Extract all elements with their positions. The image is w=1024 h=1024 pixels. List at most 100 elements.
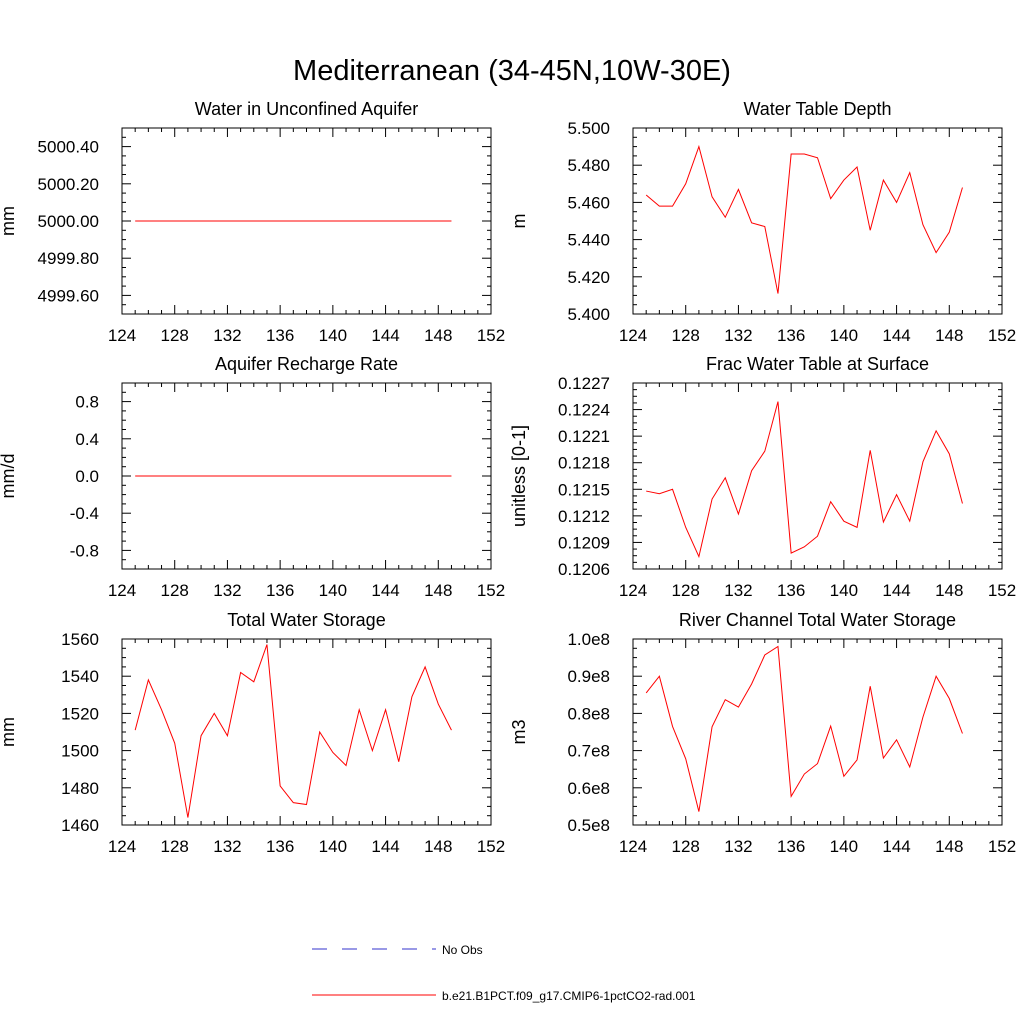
x-tick-label: 124 [619, 581, 647, 600]
y-tick-label: 0.8 [75, 393, 99, 412]
x-tick-label: 136 [777, 837, 805, 856]
x-tick-label: 124 [619, 837, 647, 856]
x-tick-label: 124 [108, 837, 136, 856]
plot-frame [632, 127, 1003, 315]
x-tick-label: 132 [213, 581, 241, 600]
y-tick-label: 5000.00 [38, 212, 99, 231]
x-tick-label: 144 [882, 581, 910, 600]
chart-panel-5: Total Water Storage 124 128 132 136 140 144 148… [0, 610, 505, 856]
y-tick-label: 0.5e8 [567, 816, 610, 835]
x-tick-label: 152 [477, 326, 505, 345]
x-tick-label: 152 [477, 837, 505, 856]
x-tick-label: 128 [161, 581, 189, 600]
x-tick-label: 148 [424, 581, 452, 600]
y-axis-label: mm [0, 206, 18, 236]
x-tick-label: 124 [619, 326, 647, 345]
x-tick-label: 132 [724, 837, 752, 856]
chart-panel-6: River Channel Total Water Storage 124 128 1… [509, 610, 1016, 856]
y-tick-label: 5.500 [567, 119, 610, 138]
x-tick-label: 136 [777, 581, 805, 600]
y-tick-label: 0.1215 [558, 480, 610, 499]
panels-group: Water in Unconfined Aquifer 124 128 132 136 1… [0, 99, 1016, 856]
x-tick-label: 140 [830, 581, 858, 600]
plot-frame [632, 382, 1003, 570]
y-tick-label: 0.7e8 [567, 742, 610, 761]
y-tick-label: 4999.60 [38, 286, 99, 305]
y-axis-label: m [509, 214, 529, 229]
y-tick-label: 0.9e8 [567, 667, 610, 686]
y-tick-label: 1460 [61, 816, 99, 835]
panel-title: Aquifer Recharge Rate [215, 354, 398, 374]
x-tick-label: 148 [935, 837, 963, 856]
panel-title: Water Table Depth [743, 99, 891, 119]
y-tick-label: 0.1218 [558, 454, 610, 473]
x-tick-label: 128 [672, 837, 700, 856]
x-tick-label: 136 [266, 837, 294, 856]
y-tick-label: 0.8e8 [567, 704, 610, 723]
y-tick-label: -0.8 [70, 541, 99, 560]
x-tick-label: 128 [161, 326, 189, 345]
y-axis-label: m3 [509, 719, 529, 744]
x-tick-label: 152 [988, 581, 1016, 600]
y-tick-label: 0.1209 [558, 533, 610, 552]
y-tick-label: 1480 [61, 779, 99, 798]
y-tick-label: 5.420 [567, 268, 610, 287]
x-tick-label: 136 [777, 326, 805, 345]
x-tick-label: 144 [371, 326, 399, 345]
panel-title: Total Water Storage [227, 610, 385, 630]
x-tick-label: 144 [882, 837, 910, 856]
x-tick-label: 136 [266, 326, 294, 345]
legend-label-model: b.e21.B1PCT.f09_g17.CMIP6-1pctCO2-rad.00… [442, 989, 696, 1003]
x-tick-label: 132 [213, 837, 241, 856]
y-axis-label: mm [0, 717, 18, 747]
y-tick-label: 0.1224 [558, 401, 610, 420]
x-tick-label: 124 [108, 581, 136, 600]
panel-title: River Channel Total Water Storage [679, 610, 956, 630]
x-tick-label: 144 [371, 837, 399, 856]
x-tick-label: 140 [830, 326, 858, 345]
y-tick-label: 0.1206 [558, 560, 610, 579]
y-tick-label: 5.480 [567, 156, 610, 175]
y-tick-label: 0.6e8 [567, 779, 610, 798]
x-tick-label: 140 [319, 581, 347, 600]
figure-title: Mediterranean (34-45N,10W-30E) [293, 55, 731, 87]
y-tick-label: -0.4 [70, 504, 99, 523]
x-tick-label: 132 [724, 581, 752, 600]
x-tick-label: 152 [477, 581, 505, 600]
y-axis-label: unitless [0-1] [509, 425, 529, 527]
plot-frame [632, 638, 1003, 826]
chart-panel-4: Frac Water Table at Surface 124 128 132 136 1… [509, 354, 1016, 600]
x-tick-label: 140 [830, 837, 858, 856]
y-tick-label: 1560 [61, 630, 99, 649]
chart-panel-3: Aquifer Recharge Rate 124 128 132 136 140 144 1… [0, 354, 505, 600]
y-tick-label: 0.1221 [558, 427, 610, 446]
y-axis-label: mm/d [0, 454, 18, 499]
legend: No Obs b.e21.B1PCT.f09_g17.CMIP6-1pctCO2… [312, 943, 696, 1003]
x-tick-label: 140 [319, 326, 347, 345]
x-tick-label: 148 [935, 581, 963, 600]
y-tick-label: 1540 [61, 667, 99, 686]
y-tick-label: 4999.80 [38, 249, 99, 268]
x-tick-label: 128 [161, 837, 189, 856]
series-line [646, 401, 963, 559]
y-tick-label: 1.0e8 [567, 630, 610, 649]
x-tick-label: 148 [935, 326, 963, 345]
x-tick-label: 136 [266, 581, 294, 600]
y-tick-label: 1520 [61, 704, 99, 723]
chart-panel-2: Water Table Depth 124 128 132 136 140 144 148 15… [509, 99, 1016, 345]
y-tick-label: 5000.20 [38, 175, 99, 194]
panel-title: Water in Unconfined Aquifer [195, 99, 418, 119]
x-tick-label: 124 [108, 326, 136, 345]
x-tick-label: 148 [424, 326, 452, 345]
plot-frame [121, 638, 492, 826]
y-tick-label: 0.1227 [558, 374, 610, 393]
x-tick-label: 152 [988, 837, 1016, 856]
y-tick-label: 0.4 [75, 430, 99, 449]
y-tick-label: 5000.40 [38, 138, 99, 157]
x-tick-label: 132 [724, 326, 752, 345]
y-tick-label: 0.0 [75, 467, 99, 486]
legend-label-no-obs: No Obs [442, 943, 483, 957]
y-tick-label: 5.400 [567, 305, 610, 324]
panel-title: Frac Water Table at Surface [706, 354, 929, 374]
